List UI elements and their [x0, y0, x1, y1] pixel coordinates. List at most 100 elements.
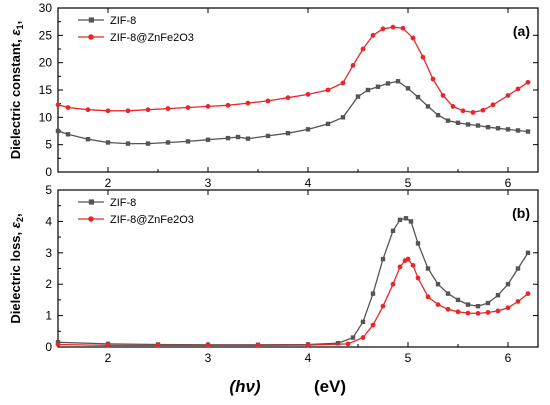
x-tick-label: 4: [305, 351, 312, 365]
data-point: [495, 292, 501, 298]
data-point: [435, 282, 441, 287]
y-axis-label-symbol: ε: [8, 29, 23, 36]
x-tick-label: 2: [105, 176, 112, 190]
data-point: [85, 107, 91, 113]
x-tick-label: 2: [105, 351, 112, 365]
data-point: [400, 25, 406, 31]
data-point: [405, 256, 411, 262]
data-point: [410, 262, 416, 268]
x-tick-label: 3: [205, 351, 212, 365]
legend-label: ZIF-8@ZnFe2O3: [110, 32, 194, 44]
data-point: [425, 294, 431, 300]
panel-label: (b): [512, 205, 530, 221]
data-point: [505, 93, 511, 98]
y-tick-label: 10: [39, 110, 53, 124]
data-point: [55, 342, 61, 347]
data-point: [465, 310, 471, 316]
data-point: [397, 264, 403, 270]
data-point: [455, 120, 461, 125]
y-axis-label-subscript: 1: [15, 24, 25, 29]
data-point: [360, 335, 366, 340]
data-point: [505, 282, 511, 287]
data-point: [340, 115, 346, 120]
data-point: [470, 110, 476, 115]
data-point: [397, 217, 403, 223]
data-point: [430, 76, 436, 82]
data-point: [525, 129, 531, 134]
data-point: [495, 308, 501, 314]
data-point: [475, 123, 481, 128]
data-point: [420, 54, 426, 60]
data-point: [408, 219, 414, 224]
data-point: [405, 86, 411, 91]
y-tick-label: 30: [39, 1, 53, 15]
legend-marker: [88, 199, 94, 205]
data-point: [105, 140, 111, 145]
data-point: [265, 133, 271, 139]
data-point: [480, 107, 486, 113]
data-point: [425, 104, 431, 109]
data-point: [455, 297, 461, 303]
data-point: [370, 32, 376, 38]
data-point: [370, 291, 376, 296]
data-point: [485, 310, 491, 315]
data-point: [205, 137, 211, 142]
x-axis-symbol: (hν): [229, 377, 261, 396]
data-point: [515, 128, 521, 133]
data-point: [105, 343, 111, 348]
data-point: [410, 35, 416, 41]
y-tick-label: 25: [39, 28, 53, 42]
data-point: [305, 91, 311, 97]
data-point: [403, 216, 409, 221]
y-axis-label-text: Dielectric loss,: [8, 228, 23, 323]
data-point: [390, 24, 396, 30]
series-line-1: [57, 258, 529, 347]
data-point: [205, 343, 211, 348]
y-axis-label-subscript: 2: [15, 217, 25, 222]
legend-label: ZIF-8@ZnFe2O3: [110, 214, 194, 226]
data-point: [360, 319, 366, 325]
data-point: [265, 98, 271, 104]
x-tick-label: 4: [305, 176, 312, 190]
data-point: [350, 335, 356, 340]
data-point: [445, 291, 451, 296]
data-point: [490, 102, 496, 108]
y-tick-label: 5: [45, 183, 52, 197]
data-point: [325, 121, 331, 127]
series-line-0: [57, 217, 529, 346]
y-tick-label: 0: [45, 165, 52, 179]
data-point: [415, 94, 421, 100]
data-point: [415, 275, 421, 281]
y-axis-label-comma: ,: [8, 213, 23, 217]
panel-label: (a): [513, 23, 530, 39]
y-axis-label-text: Dielectric constant,: [8, 36, 23, 160]
data-point: [225, 135, 231, 141]
data-point: [85, 137, 91, 142]
data-point: [145, 141, 151, 146]
data-point: [515, 299, 521, 304]
data-point: [440, 93, 446, 98]
y-tick-label: 3: [45, 246, 52, 260]
data-point: [390, 228, 396, 234]
data-point: [345, 341, 351, 347]
data-point: [465, 122, 471, 127]
data-point: [485, 124, 491, 130]
data-point: [325, 87, 331, 93]
x-tick-label: 6: [505, 351, 512, 365]
data-point: [415, 241, 421, 246]
data-point: [380, 303, 386, 309]
data-point: [395, 79, 401, 84]
data-point: [450, 104, 456, 109]
y-tick-label: 5: [45, 138, 52, 152]
data-point: [105, 108, 111, 114]
series-line-1: [57, 26, 529, 114]
data-point: [350, 63, 356, 68]
data-point: [525, 291, 531, 297]
data-point: [435, 112, 441, 118]
data-point: [65, 132, 71, 137]
x-axis-unit: (eV): [314, 377, 346, 396]
data-point: [285, 95, 291, 101]
data-point: [370, 322, 376, 328]
data-point: [145, 107, 151, 113]
